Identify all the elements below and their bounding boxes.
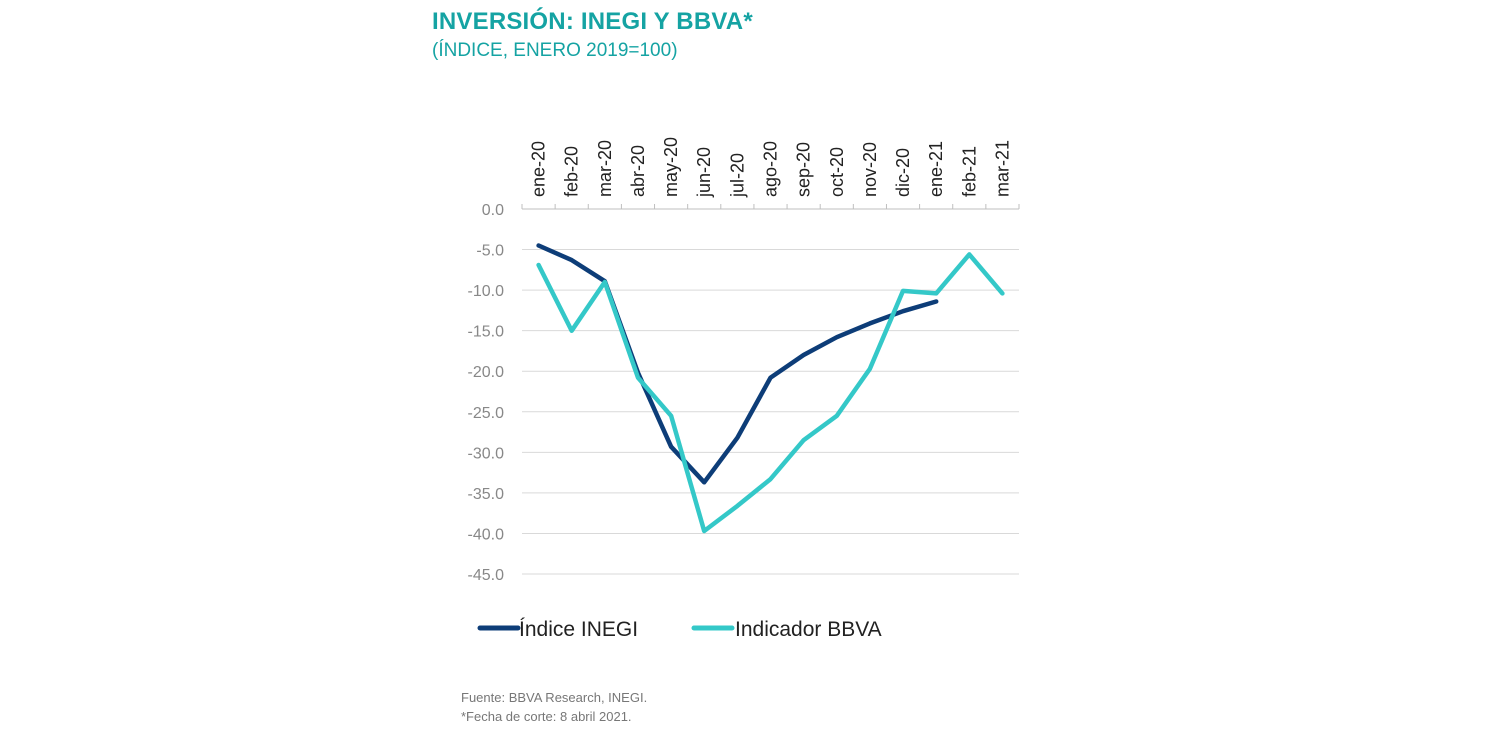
series-line-inegi <box>536 243 939 485</box>
x-tick-label: jun-20 <box>694 147 714 198</box>
y-tick-label: -45.0 <box>468 567 505 584</box>
series-line-bbva <box>536 252 1005 534</box>
x-tick-label: mar-21 <box>992 140 1012 197</box>
series-lines <box>536 243 1005 534</box>
y-tick-label: -35.0 <box>468 486 505 503</box>
cutoff-date-note: *Fecha de corte: 8 abril 2021. <box>461 709 632 724</box>
x-tick-label: jul-20 <box>727 153 747 198</box>
y-axis-ticks: 0.0 -5.0 -10.0 -15.0 -20.0 -25.0 -30.0 -35.0 -40… <box>468 202 505 584</box>
x-tick-label: nov-20 <box>860 142 880 197</box>
x-tick-label: oct-20 <box>827 147 847 197</box>
x-tick-label: ago-20 <box>761 141 781 197</box>
y-tick-label: -15.0 <box>468 324 505 341</box>
source-note: Fuente: BBVA Research, INEGI. <box>461 690 648 705</box>
y-tick-label: -10.0 <box>468 283 505 300</box>
x-tick-label: mar-20 <box>595 140 615 197</box>
legend-label: Índice INEGI <box>519 618 638 641</box>
x-tick-label: may-20 <box>661 137 681 197</box>
chart-title: INVERSIÓN: INEGI Y BBVA* <box>432 8 753 35</box>
y-tick-label: -5.0 <box>476 243 504 260</box>
y-tick-label: 0.0 <box>482 202 504 219</box>
y-tick-label: -30.0 <box>468 445 505 462</box>
x-tick-label: feb-21 <box>959 146 979 197</box>
chart-subtitle: (ÍNDICE, ENERO 2019=100) <box>432 40 678 61</box>
x-tick-label: sep-20 <box>794 142 814 197</box>
x-tick-label: abr-20 <box>628 145 648 197</box>
x-tick-label: ene-20 <box>529 141 549 197</box>
x-tick-label: ene-21 <box>926 141 946 197</box>
y-tick-label: -40.0 <box>468 526 505 543</box>
legend-label: Indicador BBVA <box>735 618 882 641</box>
x-tick-label: feb-20 <box>562 146 582 197</box>
x-axis-ticks: ene-20 feb-20 mar-20 abr-20 may-20 jun-20 jul-… <box>529 137 1013 198</box>
y-tick-label: -20.0 <box>468 364 505 381</box>
legend: Índice INEGI Indicador BBVA <box>477 618 882 641</box>
x-tick-label: dic-20 <box>893 148 913 197</box>
gridlines <box>521 204 1020 575</box>
y-tick-label: -25.0 <box>468 405 505 422</box>
